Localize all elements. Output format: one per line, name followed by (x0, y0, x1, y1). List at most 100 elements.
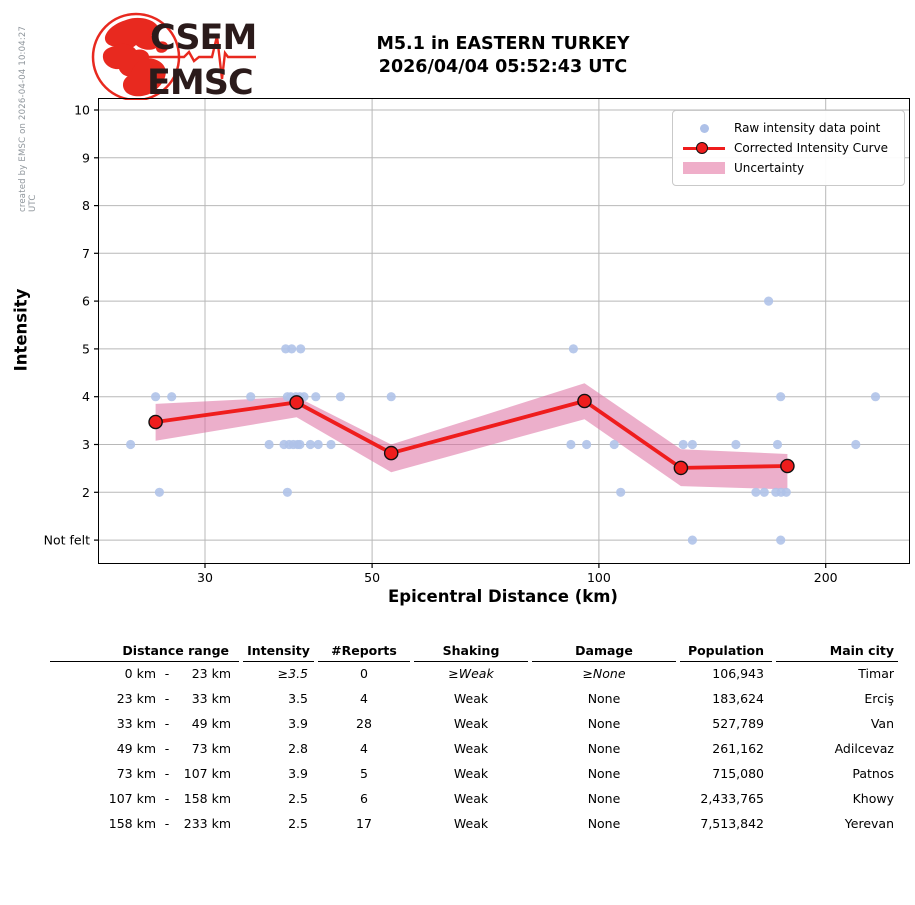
curve-marker (780, 458, 795, 474)
cell-range-from: 158 km (108, 816, 156, 831)
y-tick-label: 10 (74, 103, 90, 118)
raw-point (759, 487, 769, 497)
raw-point (311, 392, 321, 402)
cell-intensity: 2.5 (288, 816, 308, 831)
cell-reports: 17 (356, 816, 372, 831)
y-tick-label: 3 (82, 437, 90, 452)
title-line1: M5.1 in EASTERN TURKEY (376, 34, 630, 54)
cell-shaking: Weak (453, 716, 489, 731)
y-tick-label: 4 (82, 389, 90, 404)
raw-point (609, 439, 619, 450)
cell-shaking: Weak (453, 816, 489, 831)
raw-point (851, 439, 861, 450)
y-axis-label: Intensity (11, 288, 31, 372)
raw-point (154, 487, 164, 497)
header-intensity: Intensity (243, 640, 314, 662)
cell-reports: 28 (356, 716, 372, 731)
raw-point (246, 392, 256, 402)
x-tick-label: 100 (587, 570, 611, 585)
raw-point (751, 487, 761, 497)
cell-range-to: 233 km (183, 816, 231, 831)
cell-reports: 0 (360, 666, 368, 681)
cell-population: 715,080 (712, 766, 764, 781)
cell-damage: None (587, 741, 621, 756)
raw-point (870, 392, 881, 402)
x-axis-label: Epicentral Distance (km) (388, 587, 618, 606)
raw-point (167, 392, 177, 402)
legend-item-band: Uncertainty (681, 158, 896, 178)
cell-intensity: 3.9 (288, 766, 308, 781)
y-tick-label: 7 (82, 246, 90, 261)
raw-point (313, 439, 323, 450)
x-tick-label: 200 (814, 570, 838, 585)
created-by-text: created by EMSC on 2026-04-04 10:04:27 U… (18, 25, 38, 212)
raw-point (678, 439, 688, 450)
header-population: Population (680, 640, 772, 662)
cell-population: 527,789 (712, 716, 764, 731)
cell-intensity: 3.9 (288, 716, 308, 731)
raw-point (326, 439, 336, 450)
raw-point (772, 439, 783, 450)
raw-point (781, 487, 791, 497)
cell-range-to: 49 km (191, 716, 231, 731)
legend-item-raw: Raw intensity data point (681, 118, 896, 138)
intensity-chart-svg: Not felt 2 3 4 5 6 7 8 9 10 30 50 100 200 (44, 99, 909, 585)
cell-main-city: Khowy (852, 791, 894, 806)
cell-reports: 4 (360, 741, 368, 756)
legend-item-curve: Corrected Intensity Curve (681, 138, 896, 158)
header-main-city: Main city (776, 640, 898, 662)
raw-point (295, 439, 305, 450)
cell-range-to: 33 km (191, 691, 231, 706)
raw-point (731, 439, 741, 450)
cell-shaking: Weak (453, 741, 489, 756)
globe-icon (91, 12, 181, 100)
raw-point (287, 344, 297, 354)
raw-point (386, 392, 396, 402)
cell-range-from: 23 km (116, 691, 156, 706)
raw-point (264, 439, 274, 450)
y-tick-label: 6 (82, 294, 90, 309)
cell-damage: None (587, 716, 621, 731)
cell-shaking: Weak (453, 791, 489, 806)
y-tick-label: Not felt (44, 533, 90, 548)
header-distance-range: Distance range (50, 640, 239, 662)
legend-raw-label: Raw intensity data point (734, 121, 881, 135)
raw-point (282, 487, 292, 497)
cell-main-city: Van (870, 716, 894, 731)
raw-point (582, 439, 592, 450)
cell-damage: None (587, 791, 621, 806)
cell-reports: 4 (360, 691, 368, 706)
cell-population: 261,162 (712, 741, 764, 756)
cell-range-from: 0 km (124, 666, 156, 681)
y-tick-label: 2 (82, 485, 90, 500)
cell-damage: None (587, 691, 621, 706)
curve-marker (673, 460, 689, 476)
table-row: 49 km - 73 km 2.8 4 Weak None 261,162 Adilcevaz (50, 736, 898, 761)
cell-range-separator: - (164, 741, 170, 756)
cell-main-city: Yerevan (844, 816, 894, 831)
cell-shaking: ≥Weak (448, 666, 494, 681)
legend-curve-label: Corrected Intensity Curve (734, 141, 889, 155)
x-tick-label: 30 (197, 570, 213, 585)
cell-main-city: Patnos (852, 766, 894, 781)
cell-range-from: 73 km (116, 766, 156, 781)
cell-population: 7,513,842 (700, 816, 764, 831)
cell-damage: None (587, 766, 621, 781)
cell-range-separator: - (164, 666, 170, 681)
raw-point (687, 439, 698, 450)
header-shaking: Shaking (414, 640, 528, 662)
cell-reports: 5 (360, 766, 368, 781)
curve-marker (148, 414, 163, 430)
table-row: 23 km - 33 km 3.5 4 Weak None 183,624 Erciş (50, 686, 898, 711)
cell-range-to: 73 km (191, 741, 231, 756)
raw-point (335, 392, 346, 402)
table-row: 73 km -107 km 3.9 5 Weak None 715,080 Patnos (50, 761, 898, 786)
table-header-row: Distance range Intensity #Reports Shakin… (50, 640, 898, 662)
cell-main-city: Timar (858, 666, 894, 681)
cell-main-city: Erciş (864, 691, 894, 706)
legend-band-label: Uncertainty (734, 161, 805, 175)
intensity-table: Distance range Intensity #Reports Shakin… (50, 640, 898, 836)
logo-line2: EMSC (147, 63, 253, 100)
cell-population: 106,943 (712, 666, 764, 681)
raw-point-swatch-icon (681, 120, 727, 136)
